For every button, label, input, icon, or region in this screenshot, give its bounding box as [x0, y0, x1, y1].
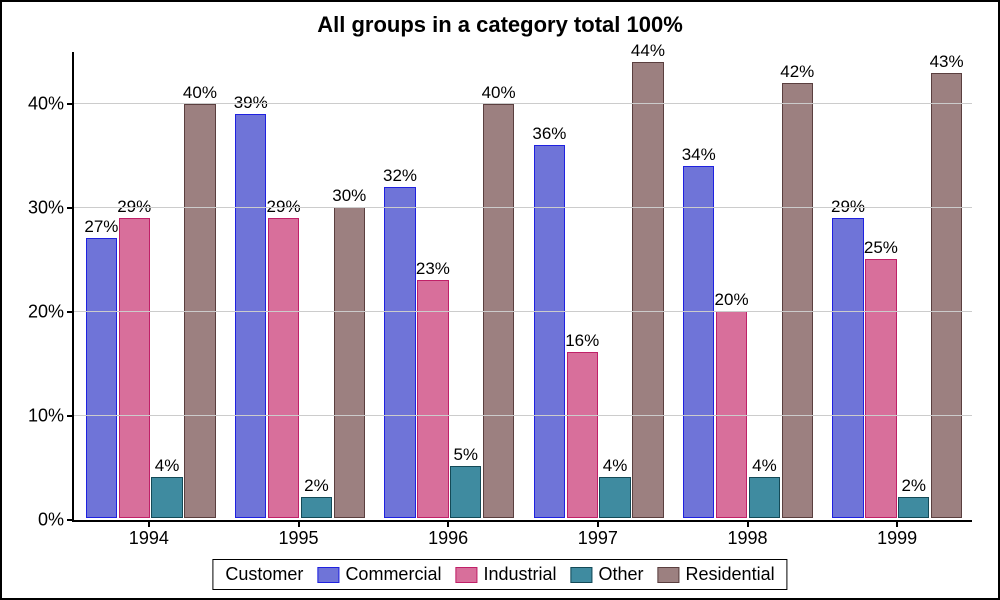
bar-value-label: 30% [332, 186, 366, 206]
legend-swatch [571, 567, 593, 583]
bar: 4% [599, 477, 630, 518]
y-tick-label: 0% [38, 510, 64, 531]
bar: 29% [268, 218, 299, 518]
legend-item: Residential [658, 564, 775, 585]
y-tick-mark [67, 311, 74, 313]
y-tick-mark [67, 103, 74, 105]
y-tick-label: 40% [28, 94, 64, 115]
bar-value-label: 44% [631, 41, 665, 61]
bar: 4% [749, 477, 780, 518]
bar: 25% [865, 259, 896, 518]
bar: 27% [86, 238, 117, 518]
x-tick-label: 1998 [727, 528, 767, 549]
gridline [74, 103, 972, 104]
x-tick-label: 1997 [578, 528, 618, 549]
legend-title: Customer [225, 564, 303, 585]
legend-swatch [455, 567, 477, 583]
bar-value-label: 32% [383, 166, 417, 186]
bar-value-label: 36% [532, 124, 566, 144]
gridline [74, 415, 972, 416]
x-tick-label: 1995 [278, 528, 318, 549]
bar: 4% [151, 477, 182, 518]
bar-value-label: 42% [780, 62, 814, 82]
bar: 42% [782, 83, 813, 518]
chart-title: All groups in a category total 100% [2, 2, 998, 44]
bar: 43% [931, 73, 962, 518]
bar-group: 39%29%2%30% [225, 52, 374, 518]
legend-item: Other [571, 564, 644, 585]
x-tick-mark [298, 520, 300, 527]
legend-label: Commercial [345, 564, 441, 585]
legend-label: Industrial [483, 564, 556, 585]
bar-value-label: 23% [416, 259, 450, 279]
legend-swatch [317, 567, 339, 583]
y-tick-mark [67, 415, 74, 417]
x-tick-mark [148, 520, 150, 527]
bar: 34% [683, 166, 714, 518]
y-tick-label: 20% [28, 302, 64, 323]
x-tick-mark [447, 520, 449, 527]
x-tick-mark [896, 520, 898, 527]
y-tick-label: 10% [28, 406, 64, 427]
bar-group: 29%25%2%43% [823, 52, 972, 518]
bar-value-label: 25% [864, 238, 898, 258]
bar: 23% [417, 280, 448, 518]
x-tick-label: 1996 [428, 528, 468, 549]
gridline [74, 207, 972, 208]
y-tick-label: 30% [28, 198, 64, 219]
legend: Customer Commercial Industrial Other Reside… [212, 559, 787, 590]
bar-value-label: 4% [752, 456, 777, 476]
bar-value-label: 27% [84, 217, 118, 237]
gridline [74, 311, 972, 312]
bar: 44% [632, 62, 663, 518]
legend-label: Other [599, 564, 644, 585]
bar-group: 27%29%4% 40% [76, 52, 225, 518]
bar: 30% [334, 207, 365, 518]
bar-value-label: 2% [901, 476, 926, 496]
bar-value-label: 40% [183, 83, 217, 103]
bar-group: 32%23%5%40% [375, 52, 524, 518]
bar: 16% [567, 352, 598, 518]
bar: 36% [534, 145, 565, 518]
x-tick-mark [747, 520, 749, 527]
legend-item: Industrial [455, 564, 556, 585]
x-tick-mark [597, 520, 599, 527]
bar: 29% [832, 218, 863, 518]
bar-value-label: 20% [715, 290, 749, 310]
bar: 5% [450, 466, 481, 518]
bar: 32% [384, 187, 415, 518]
bar-group: 36%16%4%44% [524, 52, 673, 518]
bar-value-label: 16% [565, 331, 599, 351]
legend-swatch [658, 567, 680, 583]
bar: 2% [898, 497, 929, 518]
chart-container: All groups in a category total 100% 27%2… [0, 0, 1000, 600]
bar-value-label: 5% [453, 445, 478, 465]
legend-item: Commercial [317, 564, 441, 585]
x-tick-label: 1999 [877, 528, 917, 549]
bar-group: 34%20%4%42% [673, 52, 822, 518]
bar-value-label: 43% [930, 52, 964, 72]
bar-value-label: 4% [603, 456, 628, 476]
legend-label: Residential [686, 564, 775, 585]
bar: 2% [301, 497, 332, 518]
plot-area: 27%29%4%40%39%29%2%30%32%23%5%40%36%16%4… [72, 52, 972, 522]
y-tick-mark [67, 207, 74, 209]
y-tick-mark [67, 519, 74, 521]
bar: 39% [235, 114, 266, 518]
bar-value-label: 40% [482, 83, 516, 103]
bar-value-label: 4% [155, 456, 180, 476]
bar-value-label: 34% [682, 145, 716, 165]
bar: 29% [119, 218, 150, 518]
bar-value-label: 2% [304, 476, 329, 496]
x-tick-label: 1994 [129, 528, 169, 549]
